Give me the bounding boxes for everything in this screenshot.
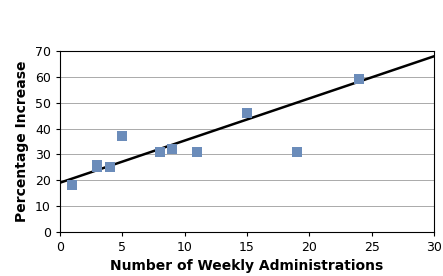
Point	[106, 165, 113, 169]
Point	[356, 77, 363, 82]
Y-axis label: Percentage Increase: Percentage Increase	[15, 61, 29, 222]
X-axis label: Number of Weekly Administrations: Number of Weekly Administrations	[110, 259, 384, 274]
Point	[156, 150, 163, 154]
Point	[244, 111, 251, 115]
Point	[93, 163, 101, 167]
Point	[194, 150, 201, 154]
Point	[119, 134, 126, 139]
Point	[69, 183, 76, 188]
Point	[93, 165, 101, 169]
Point	[168, 147, 175, 152]
Point	[293, 150, 300, 154]
Text: Long-Term Sensitization: Long-Term Sensitization	[101, 14, 342, 32]
